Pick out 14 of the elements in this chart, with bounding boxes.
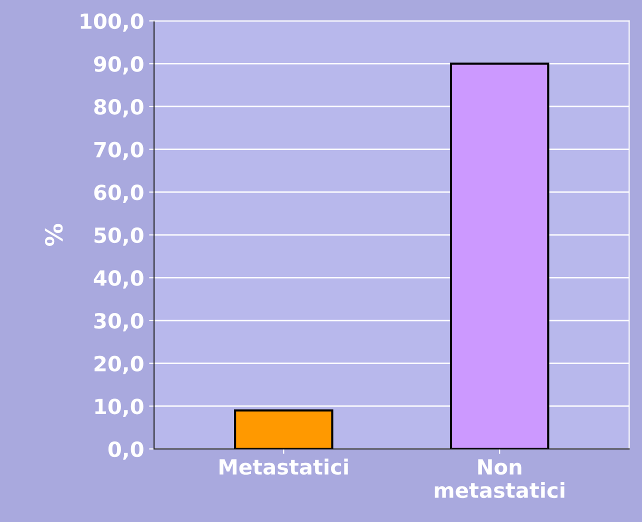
y-tick-label: 70,0	[94, 142, 144, 160]
y-tick-label: 0,0	[108, 441, 144, 460]
x-tick-label: Metastatici	[220, 458, 348, 475]
y-tick-label: 50,0	[94, 227, 144, 246]
y-axis-title: %	[44, 224, 63, 246]
y-tick-label: 30,0	[94, 312, 144, 332]
x-tick-label: Non metastatici	[434, 459, 564, 498]
y-tick-label: 100,0	[80, 13, 144, 32]
y-tick-label: 80,0	[94, 98, 144, 118]
y-tick-label: 10,0	[95, 398, 144, 417]
y-tick-label: 20,0	[94, 356, 144, 374]
y-tick-label: 60,0	[94, 184, 144, 203]
y-tick-label: 90,0	[94, 56, 144, 75]
y-tick-label: 40,0	[94, 270, 144, 289]
